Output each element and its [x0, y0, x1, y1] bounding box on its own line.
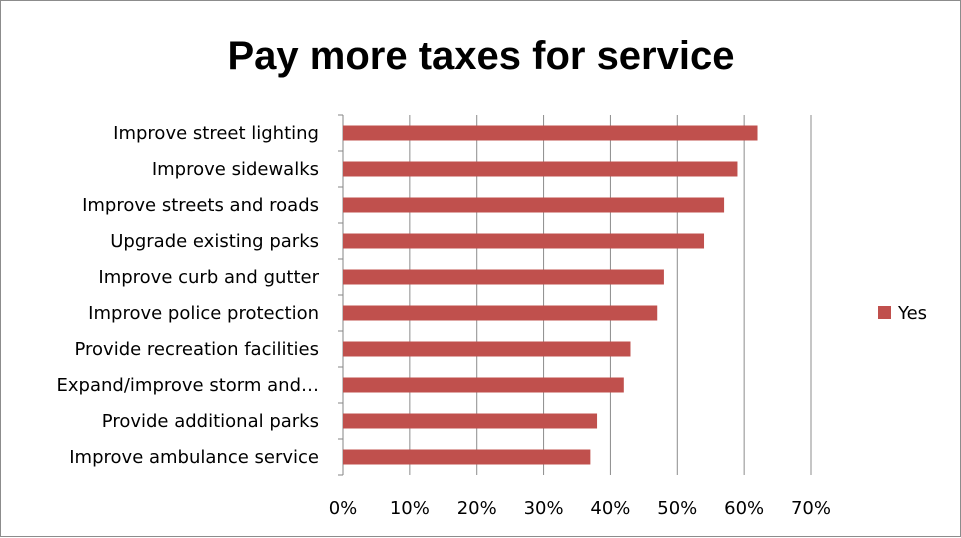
category-label: Improve sidewalks [152, 159, 319, 180]
chart-title: Pay more taxes for service [228, 34, 735, 78]
tick-label: 60% [724, 498, 764, 519]
bar [343, 341, 631, 357]
category-label: Improve police protection [88, 303, 319, 324]
bars [343, 125, 758, 465]
tick-label: 70% [791, 498, 831, 519]
tick-label: 20% [457, 498, 497, 519]
tick-label: 50% [657, 498, 697, 519]
bar [343, 197, 725, 213]
bar [343, 269, 664, 285]
bar [343, 449, 591, 465]
category-label: Expand/improve storm and… [57, 375, 319, 396]
tick-label: 30% [524, 498, 564, 519]
bar [343, 125, 758, 141]
legend-swatch [878, 306, 891, 319]
category-label: Provide additional parks [102, 411, 319, 432]
bar [343, 233, 705, 249]
x-axis-tick-labels: 0% 10% 20% 30% 40% 50% 60% 70% [329, 498, 831, 519]
bar [343, 305, 658, 321]
bar [343, 377, 624, 393]
category-label: Improve ambulance service [69, 447, 319, 468]
tick-label: 40% [590, 498, 630, 519]
tick-label: 0% [329, 498, 358, 519]
category-label: Improve street lighting [113, 123, 319, 144]
legend: Yes [878, 303, 927, 324]
category-labels: Improve street lighting Improve sidewalks… [57, 123, 320, 468]
category-label: Improve curb and gutter [98, 267, 319, 288]
bar [343, 161, 738, 177]
bar [343, 413, 598, 429]
category-label: Provide recreation facilities [75, 339, 320, 360]
category-label: Upgrade existing parks [110, 231, 319, 252]
tick-label: 10% [390, 498, 430, 519]
legend-label: Yes [897, 303, 927, 324]
category-label: Improve streets and roads [82, 195, 319, 216]
